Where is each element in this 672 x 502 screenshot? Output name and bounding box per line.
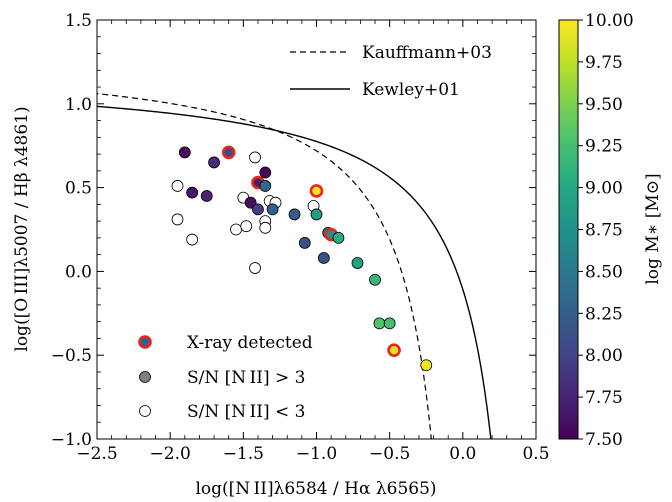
legend-sn-low-marker [139,405,151,417]
y-tick-label: 0.0 [65,262,92,282]
y-axis-ticks: −1.0 −0.5 0.0 0.5 1.0 1.5 [51,11,536,450]
colorbar-tick-label: 8.00 [585,346,623,366]
points-detected [178,145,433,372]
colorbar-tick-label: 10.00 [585,11,634,31]
scatter-point-detected [332,231,345,244]
legend-kewley-label: Kewley+01 [362,80,460,100]
scatter-point-detected [208,156,220,169]
scatter-point-detected [317,252,330,264]
scatter-point-detected [288,208,301,221]
scatter-point-undetected [186,233,199,246]
lines-legend: Kauffmann+03 Kewley+01 [290,43,492,100]
scatter-point-detected [298,237,311,249]
scatter-point-detected [369,273,381,286]
scatter-point-xray [309,184,324,198]
scatter-point-undetected [259,221,272,234]
scatter-point-undetected [171,180,184,192]
scatter-point-detected [373,317,386,330]
scatter-point-detected [266,203,279,216]
x-axis-label: log([N II]λ6584 / Hα λ6565) [195,479,436,499]
colorbar-tick-label: 9.00 [585,179,623,199]
legend-xray-marker [138,335,152,349]
y-tick-label: −0.5 [51,346,92,366]
scatter-point-detected [351,257,364,269]
scatter-point-xray [387,343,401,357]
colorbar-tick-label: 7.50 [585,430,623,450]
scatter-point-detected [310,208,323,221]
legend-kauffmann-label: Kauffmann+03 [362,43,492,63]
kewley-curve [97,105,492,439]
x-tick-label: −2.0 [150,444,191,464]
x-tick-label: −0.5 [369,444,410,464]
scatter-point-detected [200,190,213,202]
colorbar-tick-label: 8.75 [585,221,623,241]
scatter-point-detected [178,146,191,159]
plot-frame [96,19,537,440]
scatter-point-undetected [240,220,253,233]
y-tick-label: 1.0 [65,95,92,115]
scatter-point-undetected [230,223,242,236]
y-axis-label: log([O III]λ5007 / Hβ λ4861) [12,106,32,351]
colorbar-tick-label: 8.50 [585,262,623,282]
colorbar-label: log M∗ [M⊙] [643,173,663,284]
scatter-point-detected [259,166,272,179]
scatter-point-detected [252,203,264,216]
y-tick-label: −1.0 [51,430,92,450]
legend-sn-high-label: S/N [N II] > 3 [187,368,306,388]
x-tick-label: 0.0 [449,444,476,464]
demarcation-curves [97,93,492,439]
scatter-point-detected [186,186,199,199]
scatter-point-xray [221,145,236,160]
scatter-point-detected [259,180,272,192]
colorbar-tick-label: 8.25 [585,304,623,324]
colorbar-gradient [558,19,579,440]
x-tick-label: −2.5 [76,444,117,464]
x-tick-label: −1.5 [223,444,264,464]
colorbar-tick-label: 7.75 [585,388,623,408]
points-legend: X-ray detected S/N [N II] > 3 S/N [N II]… [138,333,313,422]
legend-sn-high-marker [139,371,151,383]
colorbar-ticks: 7.50 7.75 8.00 8.25 8.50 8.75 9.00 9.25 9.50 9.75… [578,11,634,450]
x-axis-ticks: −2.5 −2.0 −1.5 −1.0 −0.5 0.0 0.5 [76,20,550,464]
x-tick-label: 0.5 [522,444,549,464]
colorbar-tick-label: 9.25 [585,137,623,157]
colorbar: 7.50 7.75 8.00 8.25 8.50 8.75 9.00 9.25 9.50 9.75… [558,11,663,450]
kauffmann-curve [97,93,432,439]
legend-xray-label: X-ray detected [187,333,313,353]
colorbar-tick-label: 9.75 [585,53,623,73]
y-tick-label: 0.5 [65,179,92,199]
y-tick-label: 1.5 [65,11,92,31]
colorbar-tick-label: 9.50 [585,95,623,115]
legend-sn-low-label: S/N [N II] < 3 [187,402,306,422]
scatter-point-undetected [249,151,261,164]
scatter-point-undetected [171,213,184,226]
scatter-point-detected [244,196,257,209]
scatter-point-detected [420,359,433,372]
scatter-point-undetected [249,262,261,274]
scatter-point-detected [383,317,396,330]
x-tick-label: −1.0 [296,444,337,464]
